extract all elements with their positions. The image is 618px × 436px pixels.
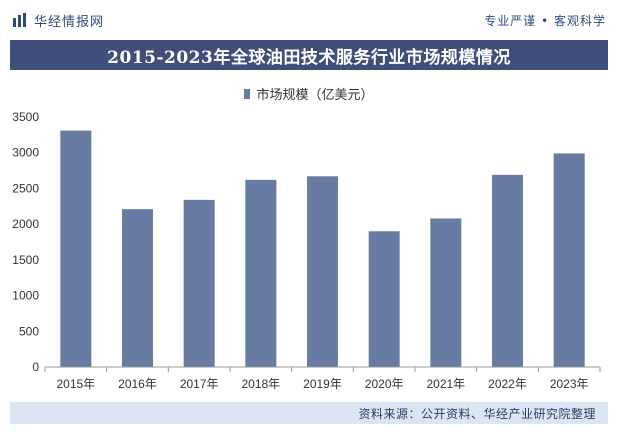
- x-tick-label: 2017年: [180, 377, 219, 391]
- y-tick-label: 500: [19, 324, 39, 338]
- bar-chart: 0 500 1000 1500 2000 2500 3000 3500 2015年 2016年 20…: [12, 110, 601, 391]
- bar: [307, 176, 338, 367]
- source-text: 资料来源：公开资料、华经产业研究院整理: [358, 406, 596, 421]
- x-tick-label: 2018年: [241, 377, 280, 391]
- bar: [553, 153, 585, 367]
- x-tick-label: 2019年: [303, 377, 342, 391]
- bar: [122, 209, 153, 367]
- legend-label: 市场规模（亿美元）: [256, 88, 374, 103]
- x-tick-label: 2015年: [56, 377, 95, 391]
- bar: [60, 130, 92, 367]
- brand-logo-icon: [13, 13, 26, 27]
- top-bar: 华经情报网 专业严谨 • 客观科学: [0, 0, 618, 40]
- bar: [245, 179, 277, 367]
- legend: 市场规模（亿美元）: [0, 84, 618, 103]
- brand: 华经情报网: [12, 11, 104, 30]
- y-tick-label: 2500: [12, 181, 39, 195]
- y-tick-label: 3500: [12, 110, 39, 124]
- x-tick-label: 2022年: [488, 377, 527, 391]
- slogan: 专业严谨 • 客观科学: [484, 13, 606, 28]
- y-tick-label: 3000: [12, 146, 39, 160]
- bar: [492, 174, 523, 367]
- y-tick-label: 1500: [12, 253, 39, 267]
- title-bar: 2015-2023年全球油田技术服务行业市场规模情况: [10, 40, 608, 70]
- x-tick-label: 2021年: [426, 377, 465, 391]
- bar: [368, 231, 400, 367]
- chart-title: 2015-2023年全球油田技术服务行业市场规模情况: [107, 47, 511, 68]
- x-tick-label: 2023年: [550, 377, 589, 391]
- y-tick-label: 1000: [12, 289, 39, 303]
- bar: [183, 199, 215, 367]
- source-bar: 资料来源：公开资料、华经产业研究院整理: [10, 402, 608, 424]
- y-tick-label: 2000: [12, 217, 39, 231]
- y-tick-label: 0: [32, 360, 39, 374]
- x-tick-label: 2020年: [365, 377, 404, 391]
- brand-name: 华经情报网: [34, 14, 105, 30]
- x-tick-label: 2016年: [118, 377, 157, 391]
- bar: [430, 218, 462, 367]
- legend-swatch: [244, 88, 251, 99]
